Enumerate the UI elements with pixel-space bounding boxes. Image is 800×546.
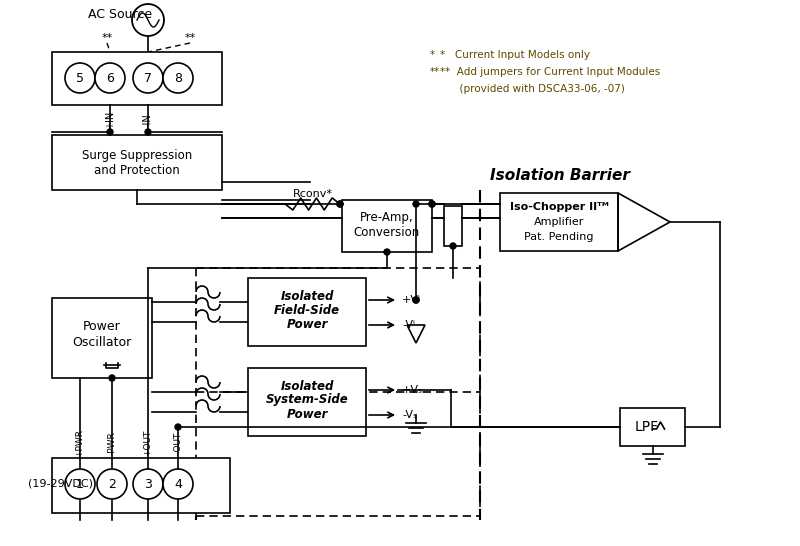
Bar — [52, 52, 222, 105]
Text: -IN: -IN — [143, 113, 153, 127]
Text: **: ** — [102, 33, 113, 43]
Bar — [444, 206, 462, 246]
Circle shape — [65, 469, 95, 499]
Text: Surge Suppression: Surge Suppression — [82, 149, 192, 162]
Text: -PWR: -PWR — [107, 431, 117, 455]
Text: Pre-Amp,: Pre-Amp, — [360, 211, 414, 224]
Text: (19-29VDC): (19-29VDC) — [28, 479, 93, 489]
Circle shape — [429, 201, 435, 207]
Circle shape — [107, 129, 113, 135]
Text: Conversion: Conversion — [354, 227, 420, 240]
Text: Isolation Barrier: Isolation Barrier — [490, 169, 630, 183]
Text: Iso-Chopper IIᵀᴹ: Iso-Chopper IIᵀᴹ — [510, 202, 609, 212]
Text: 3: 3 — [144, 478, 152, 490]
Text: Pat. Pending: Pat. Pending — [524, 232, 594, 242]
Circle shape — [65, 63, 95, 93]
Circle shape — [384, 249, 390, 255]
Text: Isolated: Isolated — [280, 289, 334, 302]
Bar — [620, 408, 685, 446]
Text: LPF: LPF — [634, 420, 658, 434]
Text: Power: Power — [286, 408, 328, 422]
Text: AC Source: AC Source — [88, 8, 152, 21]
Circle shape — [429, 201, 435, 207]
Circle shape — [95, 63, 125, 93]
Circle shape — [413, 297, 419, 303]
Text: 5: 5 — [76, 72, 84, 85]
Circle shape — [413, 297, 419, 303]
Bar — [52, 458, 230, 513]
Text: 2: 2 — [108, 478, 116, 490]
Bar — [52, 298, 152, 378]
Text: Field-Side: Field-Side — [274, 304, 340, 317]
Text: +Vₛ: +Vₛ — [402, 385, 423, 395]
Circle shape — [175, 424, 181, 430]
Text: Oscillator: Oscillator — [72, 336, 132, 349]
Text: -Vⁱ: -Vⁱ — [402, 320, 415, 330]
Text: (provided with DSCA33-06, -07): (provided with DSCA33-06, -07) — [440, 84, 625, 94]
Text: **  Add jumpers for Current Input Modules: ** Add jumpers for Current Input Modules — [440, 67, 660, 77]
Circle shape — [145, 129, 151, 135]
Text: *   Current Input Models only: * Current Input Models only — [440, 50, 590, 60]
Circle shape — [337, 201, 343, 207]
Bar — [248, 278, 366, 346]
Text: and Protection: and Protection — [94, 163, 180, 176]
Text: 1: 1 — [76, 478, 84, 490]
Text: Rconv*: Rconv* — [293, 189, 333, 199]
Text: Amplifier: Amplifier — [534, 217, 584, 227]
Bar — [500, 193, 618, 251]
Circle shape — [163, 63, 193, 93]
Text: **: ** — [184, 33, 196, 43]
Text: Power: Power — [83, 319, 121, 333]
Circle shape — [337, 201, 343, 207]
Circle shape — [450, 243, 456, 249]
Circle shape — [133, 469, 163, 499]
Text: +Vⁱ: +Vⁱ — [402, 295, 421, 305]
Text: *: * — [430, 50, 435, 60]
Text: 7: 7 — [144, 72, 152, 85]
Text: 8: 8 — [174, 72, 182, 85]
Circle shape — [413, 201, 419, 207]
Text: -Vₛ: -Vₛ — [402, 410, 417, 420]
Text: +OUT: +OUT — [143, 430, 153, 456]
Text: System-Side: System-Side — [266, 394, 348, 407]
Text: Power: Power — [286, 318, 328, 331]
Text: 4: 4 — [174, 478, 182, 490]
Text: -OUT: -OUT — [174, 432, 182, 454]
Text: Isolated: Isolated — [280, 379, 334, 393]
Bar — [52, 135, 222, 190]
Bar — [248, 368, 366, 436]
Circle shape — [109, 375, 115, 381]
Text: **: ** — [430, 67, 440, 77]
Text: +IN: +IN — [105, 111, 115, 129]
Circle shape — [133, 63, 163, 93]
Circle shape — [97, 469, 127, 499]
Text: +PWR: +PWR — [75, 429, 85, 457]
Circle shape — [163, 469, 193, 499]
Text: 6: 6 — [106, 72, 114, 85]
Bar — [342, 200, 432, 252]
